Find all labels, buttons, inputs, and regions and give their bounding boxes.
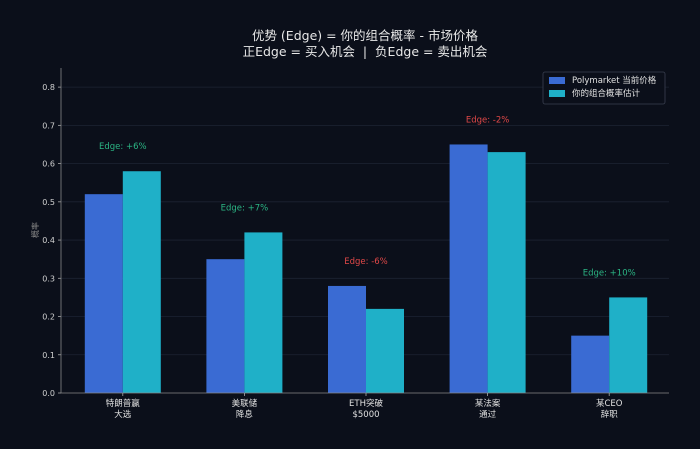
edge-label: Edge: -6% (344, 257, 388, 267)
bar-estimate (122, 171, 161, 393)
y-tick-label: 0.2 (42, 313, 55, 322)
bar-market-price (449, 144, 488, 393)
y-tick-label: 0.0 (42, 389, 55, 398)
y-tick-label: 0.5 (42, 198, 55, 207)
y-tick-label: 0.1 (42, 351, 55, 360)
legend-label: Polymarket 当前价格 (572, 75, 657, 86)
x-tick-label: 美联储 (232, 398, 258, 409)
bar-market-price (328, 285, 366, 393)
legend-swatch (549, 90, 565, 97)
y-tick-label: 0.7 (42, 121, 55, 130)
x-tick-label: ETH突破 (349, 398, 383, 409)
chart-title-line1: 优势 (Edge) = 你的组合概率 - 市场价格 (252, 28, 479, 43)
y-axis-label: 概率 (30, 222, 40, 238)
x-tick-label: 某法案 (475, 398, 501, 409)
y-tick-label: 0.6 (42, 160, 55, 169)
bar-estimate (609, 297, 648, 393)
y-tick-label: 0.3 (42, 274, 55, 283)
x-tick-label: 辞职 (601, 409, 619, 420)
y-tick-label: 0.8 (42, 83, 55, 92)
bar-market-price (206, 259, 245, 393)
edge-label: Edge: +6% (99, 142, 147, 152)
y-tick-label: 0.4 (42, 236, 55, 245)
bar-market-price (571, 335, 610, 393)
edge-label: Edge: -2% (466, 115, 510, 125)
x-tick-label: 大选 (114, 409, 132, 420)
x-tick-label: 某CEO (596, 399, 623, 409)
chart-title-line2: 正Edge = 买入机会 | 负Edge = 卖出机会 (243, 44, 488, 59)
x-tick-label: 降息 (236, 409, 254, 420)
x-tick-label: 特朗普赢 (106, 398, 141, 409)
x-tick-label: $5000 (352, 410, 379, 420)
edge-label: Edge: +10% (583, 268, 636, 278)
bar-estimate (244, 232, 283, 393)
bar-estimate (366, 308, 404, 393)
x-tick-label: 通过 (479, 409, 497, 420)
edge-label: Edge: +7% (221, 203, 269, 213)
legend-label: 你的组合概率估计 (572, 88, 641, 99)
legend-swatch (549, 77, 565, 84)
legend-frame (542, 71, 666, 105)
bar-estimate (487, 152, 526, 393)
bar-market-price (84, 194, 123, 393)
